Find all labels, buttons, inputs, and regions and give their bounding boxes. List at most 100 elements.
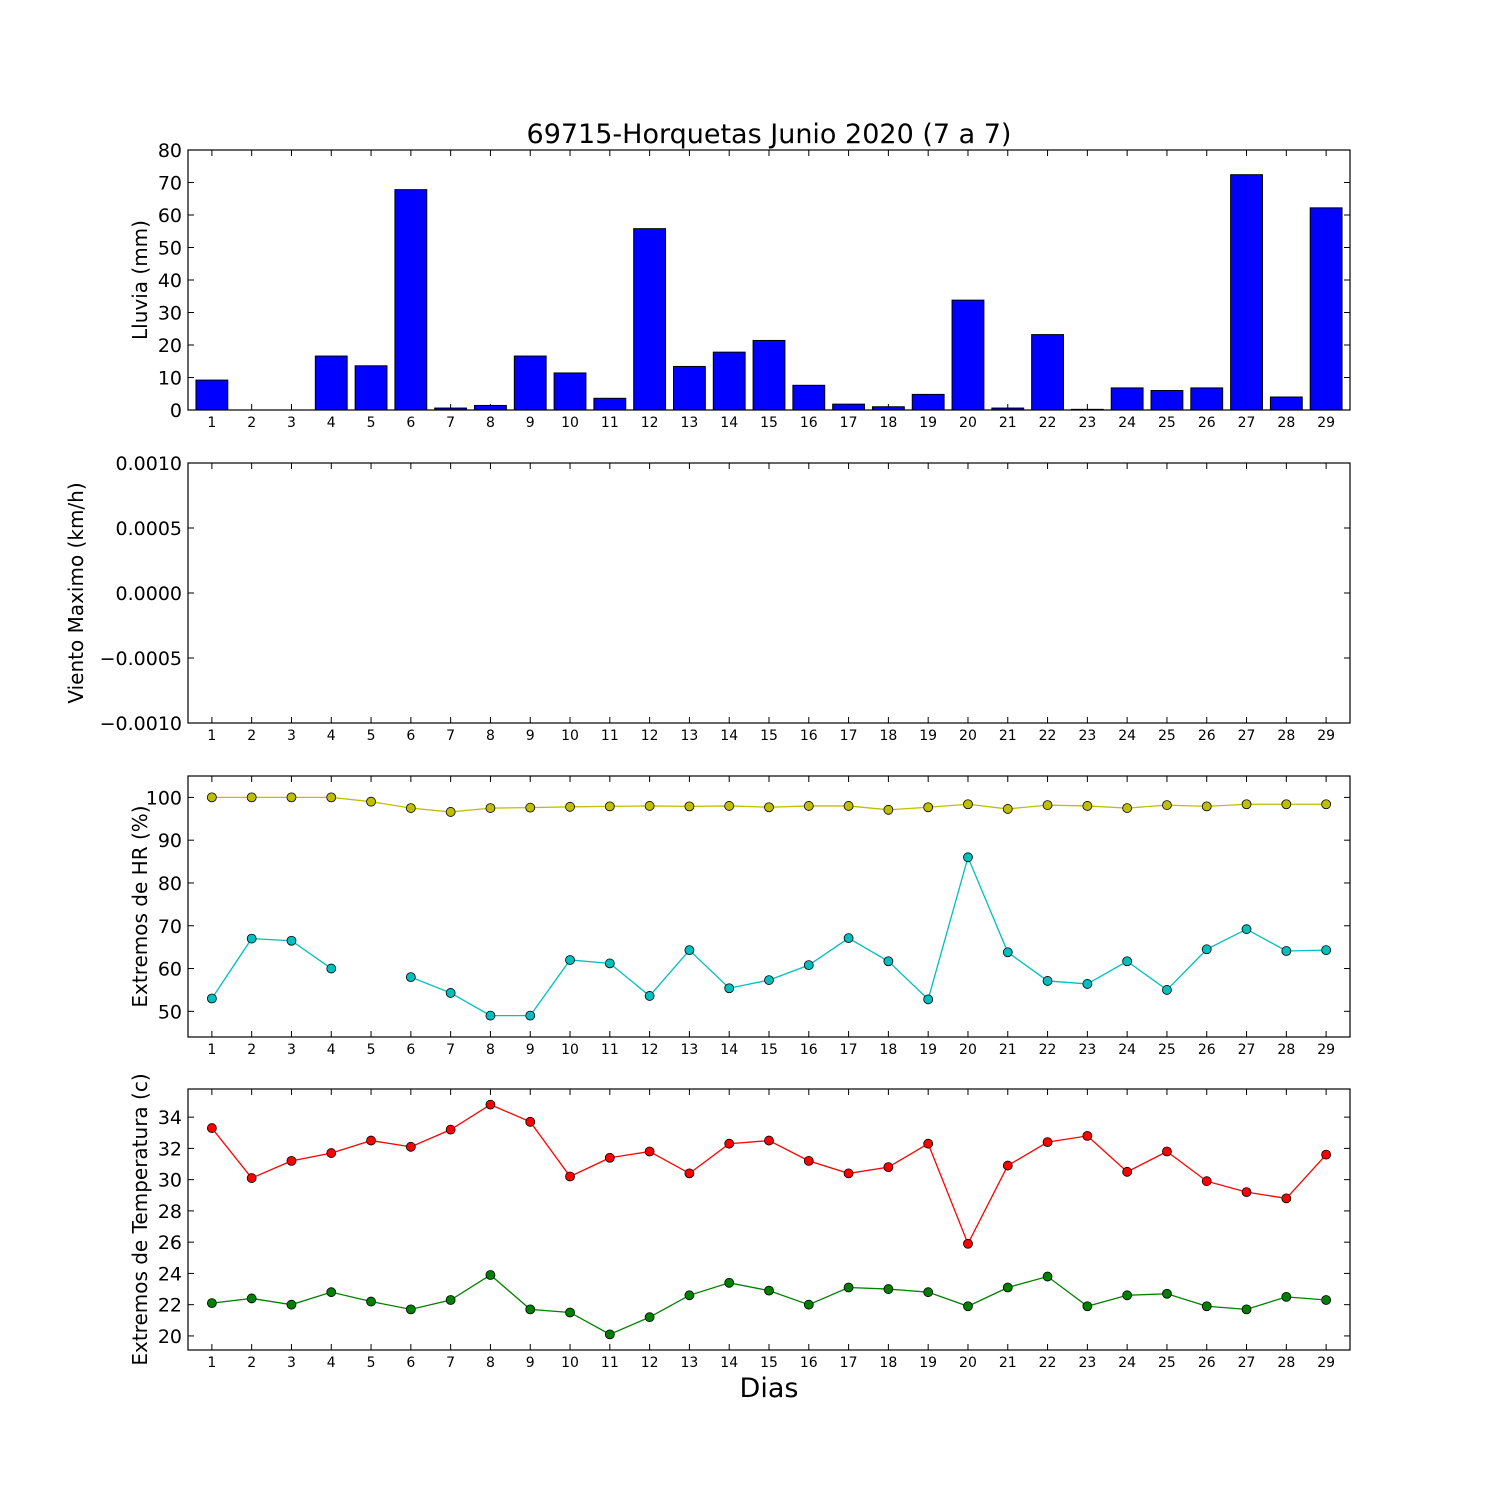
hr-series-0-point-day-23 xyxy=(1082,801,1093,811)
hr-series-0-point-day-2 xyxy=(246,792,257,803)
x-tick-label: 19 xyxy=(919,728,937,744)
x-tick-label: 11 xyxy=(601,1042,619,1058)
x-tick-label: 15 xyxy=(760,415,778,431)
x-tick-label: 19 xyxy=(919,1355,937,1371)
x-tick-label: 6 xyxy=(406,728,415,744)
x-tick-label: 17 xyxy=(840,1355,858,1371)
temperatura-series-1-point-day-19 xyxy=(923,1287,934,1298)
x-tick-label: 7 xyxy=(446,728,455,744)
rain-bar-day-14 xyxy=(712,351,746,411)
temperatura-series-0-point-day-28 xyxy=(1281,1193,1292,1204)
x-tick-label: 13 xyxy=(680,1042,698,1058)
y-tick-label: 60 xyxy=(158,959,182,981)
hr-series-0-point-day-26 xyxy=(1201,801,1212,812)
y-tick-label: 70 xyxy=(158,916,182,938)
x-tick-label: 5 xyxy=(367,415,376,431)
x-tick-label: 28 xyxy=(1277,1355,1295,1371)
x-tick-label: 2 xyxy=(247,1355,256,1371)
temperatura-series-1-point-day-27 xyxy=(1241,1304,1252,1315)
rain-bar-day-10 xyxy=(553,372,587,411)
hr-series-1-point-day-12 xyxy=(644,991,655,1001)
y-tick-label: 30 xyxy=(158,1170,182,1192)
temperatura-series-0-point-day-12 xyxy=(644,1146,655,1157)
x-tick-label: 26 xyxy=(1198,728,1216,744)
hr-series-1-line xyxy=(211,855,1327,1017)
y-tick-label: 20 xyxy=(158,1326,182,1348)
x-tick-label: 8 xyxy=(486,1042,495,1058)
hr-series-0-point-day-14 xyxy=(724,801,735,811)
temperatura-series-0-point-day-29 xyxy=(1321,1149,1332,1160)
rain-bar-day-27 xyxy=(1230,174,1263,411)
temperatura-series-1-point-day-10 xyxy=(565,1307,575,1318)
x-tick-label: 4 xyxy=(327,415,336,431)
rain-bar-day-26 xyxy=(1190,387,1224,411)
rain-bar-day-13 xyxy=(672,365,706,411)
y-tick-label: 40 xyxy=(158,270,182,292)
temperatura-series-1-point-day-29 xyxy=(1321,1295,1332,1305)
x-tick-label: 4 xyxy=(327,728,336,744)
temperatura-series-1-point-day-24 xyxy=(1122,1290,1133,1301)
x-tick-label: 22 xyxy=(1039,1042,1057,1058)
hr-series-0-point-day-25 xyxy=(1162,800,1172,810)
hr-series-1-point-day-19 xyxy=(923,994,934,1005)
x-tick-label: 21 xyxy=(999,415,1017,431)
x-tick-label: 12 xyxy=(641,415,659,431)
hr-series-0-point-day-22 xyxy=(1042,800,1053,810)
rain-y-axis-title: Lluvia (mm) xyxy=(128,220,152,340)
x-tick-label: 1 xyxy=(207,1355,216,1371)
rain-bar-day-25 xyxy=(1150,390,1184,411)
x-tick-label: 18 xyxy=(879,1042,897,1058)
temperatura-series-0-point-day-6 xyxy=(405,1141,416,1152)
temperatura-series-1-point-day-26 xyxy=(1201,1301,1212,1312)
x-tick-label: 1 xyxy=(207,728,216,744)
temperature-y-axis-title: Extremos de Temperatura (c) xyxy=(128,1073,152,1365)
x-tick-label: 28 xyxy=(1277,415,1295,431)
hr-series-1-point-day-15 xyxy=(764,975,774,985)
hr-series-1-point-day-8 xyxy=(485,1010,496,1021)
y-tick-label: 22 xyxy=(158,1295,182,1317)
x-tick-label: 13 xyxy=(680,1355,698,1371)
hr-series-1-point-day-18 xyxy=(883,956,894,967)
y-tick-label: 70 xyxy=(158,173,182,195)
y-tick-label: 100 xyxy=(146,787,182,809)
temperatura-series-1-point-day-12 xyxy=(644,1312,655,1323)
x-tick-label: 14 xyxy=(720,1355,738,1371)
x-tick-label: 27 xyxy=(1238,1042,1256,1058)
temperatura-series-1-point-day-28 xyxy=(1281,1291,1292,1302)
y-tick-label: 20 xyxy=(158,335,182,357)
y-tick-label: 0.0000 xyxy=(116,583,182,605)
hr-series-1-point-day-3 xyxy=(286,935,297,946)
x-tick-label: 15 xyxy=(760,728,778,744)
x-tick-label: 21 xyxy=(999,1355,1017,1371)
x-tick-label: 5 xyxy=(367,1042,376,1058)
x-tick-label: 29 xyxy=(1317,415,1335,431)
x-tick-label: 17 xyxy=(840,415,858,431)
temperatura-series-0-point-day-25 xyxy=(1162,1146,1172,1157)
y-tick-label: 0 xyxy=(170,400,182,422)
x-tick-label: 27 xyxy=(1238,1355,1256,1371)
hr-series-0-point-day-1 xyxy=(206,792,217,803)
x-tick-label: 23 xyxy=(1078,1042,1096,1058)
x-tick-label: 3 xyxy=(287,728,296,744)
x-tick-label: 23 xyxy=(1078,1355,1096,1371)
x-tick-label: 23 xyxy=(1078,415,1096,431)
temperatura-series-1-point-day-7 xyxy=(445,1295,456,1305)
hr-series-1-point-day-20 xyxy=(963,852,973,863)
x-tick-label: 24 xyxy=(1118,1355,1136,1371)
x-tick-label: 4 xyxy=(327,1042,336,1058)
rain-bar-day-9 xyxy=(513,355,547,411)
hr-series-0-point-day-19 xyxy=(923,802,934,813)
x-tick-label: 9 xyxy=(526,1355,535,1371)
y-tick-label: 90 xyxy=(158,830,182,852)
x-tick-label: 16 xyxy=(800,728,818,744)
rain-bar-day-11 xyxy=(593,397,627,411)
x-tick-label: 25 xyxy=(1158,1355,1176,1371)
x-tick-label: 26 xyxy=(1198,415,1216,431)
x-tick-label: 17 xyxy=(840,1042,858,1058)
temperatura-series-0-point-day-3 xyxy=(286,1155,297,1166)
temperatura-series-1-point-day-13 xyxy=(684,1290,695,1301)
hr-series-0-point-day-18 xyxy=(883,804,894,815)
